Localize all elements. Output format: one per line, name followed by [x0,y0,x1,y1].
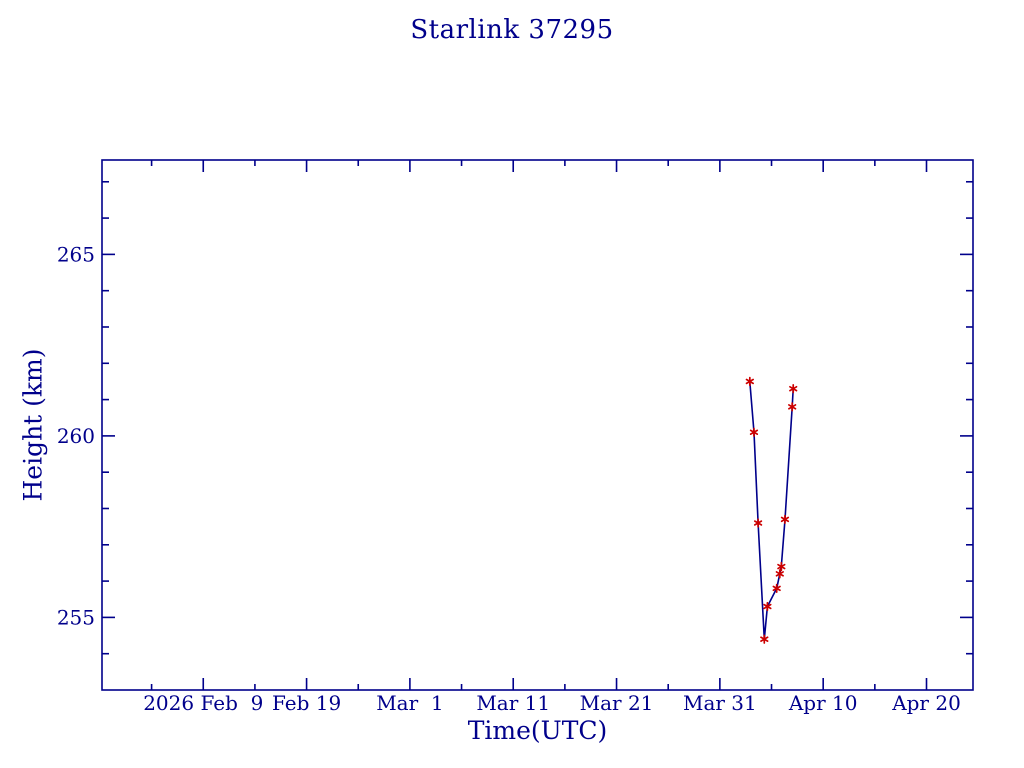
x-tick-label: Mar 11 [476,691,550,715]
asterisk-marker [777,561,786,572]
asterisk-marker [749,427,759,437]
x-axis-title: Time(UTC) [467,716,608,745]
axis-ticks [102,160,973,690]
plot-border [101,159,974,691]
asterisk-marker [789,384,798,394]
asterisk-marker [788,402,797,412]
asterisk-marker [760,634,769,644]
asterisk-marker [745,376,754,387]
chart-title: Starlink 37295 [410,15,614,45]
asterisk-marker [780,514,790,525]
x-tick-label: Mar 31 [683,691,757,715]
height-polyline [749,381,794,641]
x-tick-label: Mar 1 [376,691,443,715]
height-curve [749,381,794,641]
axis-tick-labels: 2026 Feb 9 Feb 19 Mar 1 Mar 11 Mar 21 Mar 31 A… [57,242,961,715]
x-tick-label: Apr 10 [788,691,858,715]
y-tick-label: 265 [57,242,95,266]
data-point-markers [745,376,798,644]
asterisk-marker [763,601,772,612]
x-tick-label: Feb 19 [272,691,341,715]
x-tick-label: Apr 20 [891,691,961,715]
asterisk-marker [753,518,763,528]
asterisk-marker [772,583,781,594]
asterisk-marker [775,569,784,579]
x-tick-label: Mar 21 [580,691,654,715]
y-tick-label: 260 [57,424,95,448]
x-tick-label: 2026 Feb 9 [143,691,263,715]
y-tick-label: 255 [57,605,95,629]
